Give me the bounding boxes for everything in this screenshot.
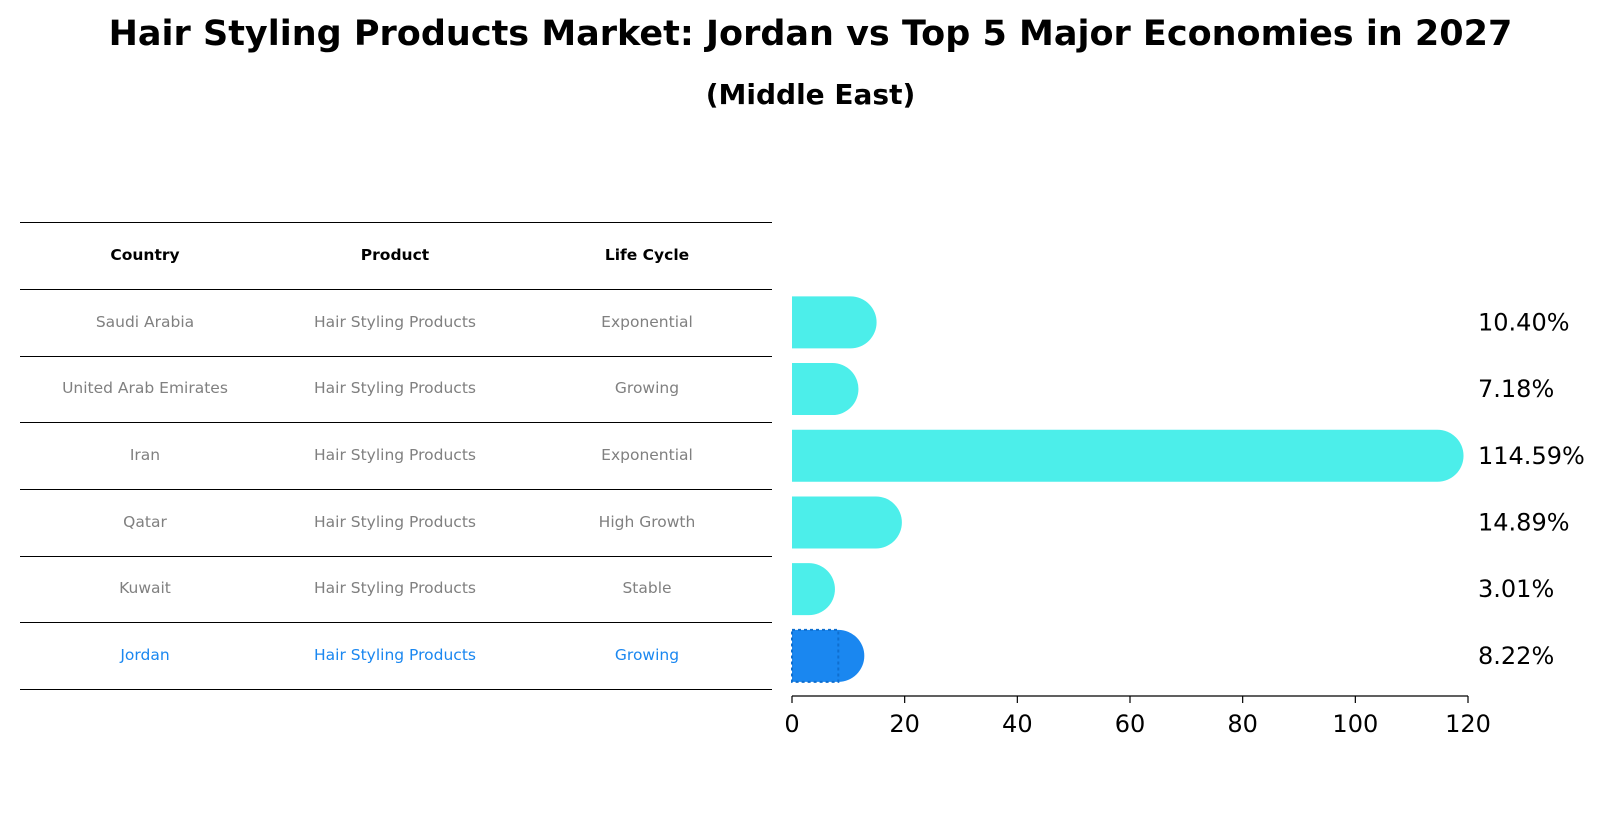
row-life-cycle-highlight: Growing [614,646,680,664]
bar-iran [792,429,1464,482]
bar-united-arab-emirates [792,363,859,416]
table-rule [20,356,772,357]
x-tick-label: 100 [1332,710,1378,738]
table-rule [20,622,772,623]
x-tick-label: 20 [889,710,920,738]
bar-kuwait [792,563,835,616]
bar-highlight-outline [791,628,840,683]
bar-jordan [792,629,865,682]
table-rule [20,222,772,223]
row-product: Hair Styling Products [314,513,476,531]
row-country: United Arab Emirates [62,379,228,397]
value-label: 7.18% [1478,375,1554,403]
value-label: 114.59% [1478,442,1585,470]
table-rule [20,689,772,690]
x-tick-label: 80 [1227,710,1258,738]
value-label: 8.22% [1478,642,1554,670]
chart-subtitle: (Middle East) [705,78,916,111]
table-rule [20,489,772,490]
chart-title: Hair Styling Products Market: Jordan vs … [108,14,1513,54]
x-tick-label: 0 [784,710,799,738]
row-country-highlight: Jordan [120,646,170,664]
header-product: Product [360,246,430,264]
row-country: Iran [129,446,161,464]
table-rule [20,556,772,557]
x-tick-label: 40 [1002,710,1033,738]
value-label: 3.01% [1478,575,1554,603]
row-product: Hair Styling Products [314,379,476,397]
row-life-cycle: Stable [622,579,672,597]
value-label: 14.89% [1478,508,1570,536]
bar-saudi-arabia [792,296,877,349]
table-rule [20,289,772,290]
row-country: Saudi Arabia [95,313,195,331]
value-label: 10.40% [1478,308,1570,336]
bar-qatar [792,496,902,549]
row-life-cycle: Exponential [601,313,693,331]
row-life-cycle: Exponential [601,446,693,464]
row-product: Hair Styling Products [314,313,476,331]
header-life-cycle: Life Cycle [604,246,690,264]
x-tick-label: 60 [1115,710,1146,738]
table-rule [20,422,772,423]
row-country: Qatar [123,513,167,531]
row-product-highlight: Hair Styling Products [314,646,476,664]
x-tick-label: 120 [1445,710,1491,738]
row-product: Hair Styling Products [314,579,476,597]
header-country: Country [110,246,180,264]
row-life-cycle: High Growth [598,513,696,531]
row-product: Hair Styling Products [314,446,476,464]
row-country: Kuwait [119,579,171,597]
row-life-cycle: Growing [614,379,680,397]
